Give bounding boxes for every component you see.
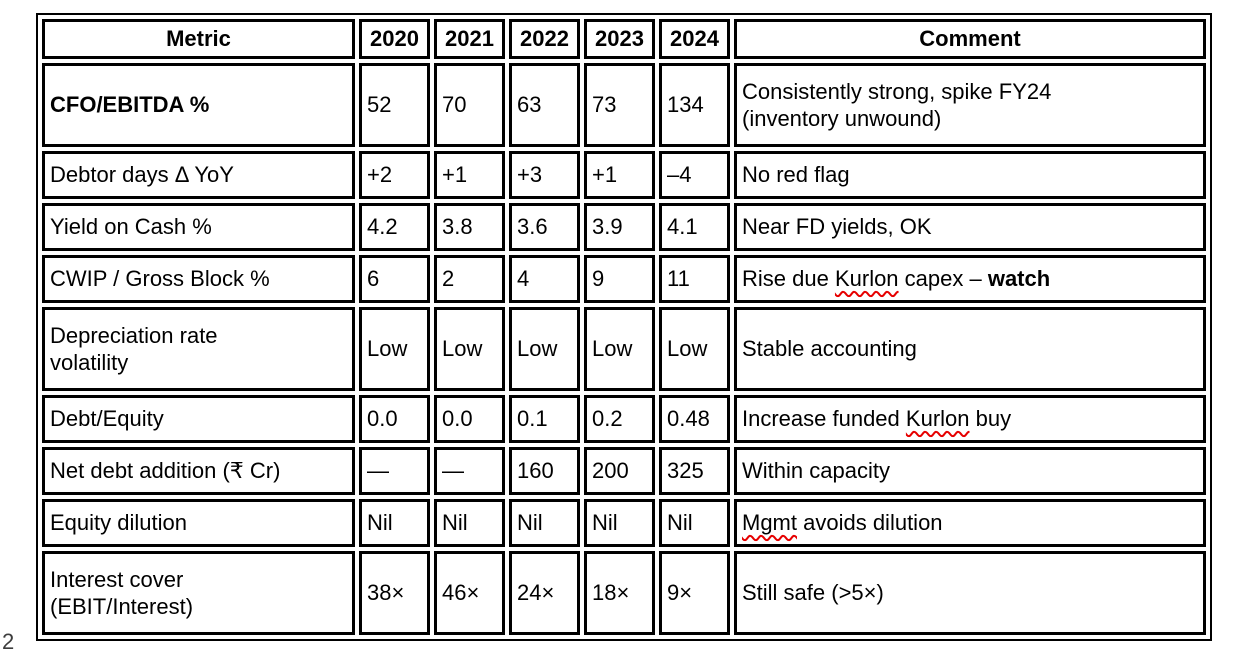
- comment-cell: Consistently strong, spike FY24 (invento…: [734, 63, 1206, 147]
- header-row: Metric 2020 2021 2022 2023 2024 Comment: [42, 19, 1206, 59]
- value-cell: 52: [359, 63, 430, 147]
- value-cell: 70: [434, 63, 505, 147]
- value-cell: +1: [434, 151, 505, 199]
- value-cell: —: [359, 447, 430, 495]
- comment-text-segment: Kurlon: [834, 266, 899, 292]
- value-cell: Nil: [509, 499, 580, 547]
- value-cell: 63: [509, 63, 580, 147]
- value-cell: +2: [359, 151, 430, 199]
- comment-text-segment: watch: [987, 266, 1051, 292]
- table-row: Debtor days Δ YoY +2 +1 +3 +1 –4 No red …: [42, 151, 1206, 199]
- column-header-2024: 2024: [659, 19, 730, 59]
- value-cell: 46×: [434, 551, 505, 635]
- value-cell: 3.8: [434, 203, 505, 251]
- value-cell: 160: [509, 447, 580, 495]
- comment-text-segment: Near FD yields, OK: [742, 214, 932, 240]
- value-cell: Low: [434, 307, 505, 391]
- value-cell: +3: [509, 151, 580, 199]
- value-cell: Low: [584, 307, 655, 391]
- comment-cell: Still safe (>5×): [734, 551, 1206, 635]
- comment-text-segment: No red flag: [742, 162, 850, 188]
- metric-cell: Debt/Equity: [42, 395, 355, 443]
- column-header-comment: Comment: [734, 19, 1206, 59]
- comment-cell: Mgmt avoids dilution: [734, 499, 1206, 547]
- value-cell: 200: [584, 447, 655, 495]
- comment-text-segment: Consistently strong, spike FY24 (invento…: [742, 78, 1052, 132]
- value-cell: 4.1: [659, 203, 730, 251]
- value-cell: 134: [659, 63, 730, 147]
- comment-cell: Near FD yields, OK: [734, 203, 1206, 251]
- comment-cell: Stable accounting: [734, 307, 1206, 391]
- value-cell: 24×: [509, 551, 580, 635]
- value-cell: 3.6: [509, 203, 580, 251]
- value-cell: 73: [584, 63, 655, 147]
- comment-text-segment: Still safe (>5×): [742, 580, 884, 606]
- value-cell: Nil: [434, 499, 505, 547]
- comment-cell: Increase funded Kurlon buy: [734, 395, 1206, 443]
- metrics-table: Metric 2020 2021 2022 2023 2024 Comment …: [36, 13, 1212, 641]
- value-cell: 0.2: [584, 395, 655, 443]
- value-cell: Nil: [584, 499, 655, 547]
- metric-cell: Depreciation rate volatility: [42, 307, 355, 391]
- metric-cell: Debtor days Δ YoY: [42, 151, 355, 199]
- table-row: Equity dilution Nil Nil Nil Nil Nil Mgmt…: [42, 499, 1206, 547]
- comment-text-segment: Stable accounting: [742, 336, 917, 362]
- metric-cell: Interest cover (EBIT/Interest): [42, 551, 355, 635]
- comment-text-segment: Rise due: [742, 266, 835, 292]
- value-cell: 9: [584, 255, 655, 303]
- value-cell: Low: [509, 307, 580, 391]
- value-cell: 4: [509, 255, 580, 303]
- column-header-2021: 2021: [434, 19, 505, 59]
- table-row: CWIP / Gross Block % 6 2 4 9 11 Rise due…: [42, 255, 1206, 303]
- value-cell: 11: [659, 255, 730, 303]
- metric-cell: Net debt addition (₹ Cr): [42, 447, 355, 495]
- value-cell: 2: [434, 255, 505, 303]
- value-cell: 325: [659, 447, 730, 495]
- value-cell: 0.0: [434, 395, 505, 443]
- value-cell: Nil: [659, 499, 730, 547]
- value-cell: 0.48: [659, 395, 730, 443]
- metric-cell: Equity dilution: [42, 499, 355, 547]
- comment-cell: Within capacity: [734, 447, 1206, 495]
- metric-cell: CFO/EBITDA %: [42, 63, 355, 147]
- comment-text-segment: avoids dilution: [797, 510, 943, 536]
- table-row: Debt/Equity 0.0 0.0 0.1 0.2 0.48 Increas…: [42, 395, 1206, 443]
- value-cell: –4: [659, 151, 730, 199]
- metric-cell: CWIP / Gross Block %: [42, 255, 355, 303]
- document-table-container: Metric 2020 2021 2022 2023 2024 Comment …: [36, 13, 1212, 641]
- value-cell: 6: [359, 255, 430, 303]
- comment-text-segment: Within capacity: [742, 458, 890, 484]
- clipped-text-fragment: 2: [2, 629, 15, 654]
- value-cell: 38×: [359, 551, 430, 635]
- column-header-2022: 2022: [509, 19, 580, 59]
- comment-text-segment: Increase funded: [742, 406, 906, 432]
- value-cell: Low: [359, 307, 430, 391]
- value-cell: 4.2: [359, 203, 430, 251]
- comment-text-segment: Mgmt: [742, 510, 797, 536]
- value-cell: 0.1: [509, 395, 580, 443]
- table-row: Yield on Cash % 4.2 3.8 3.6 3.9 4.1 Near…: [42, 203, 1206, 251]
- comment-text-segment: capex –: [898, 266, 988, 292]
- value-cell: 9×: [659, 551, 730, 635]
- table-row: Depreciation rate volatility Low Low Low…: [42, 307, 1206, 391]
- comment-text-segment: Kurlon: [905, 406, 970, 432]
- comment-text-segment: buy: [969, 406, 1012, 432]
- comment-cell: Rise due Kurlon capex – watch: [734, 255, 1206, 303]
- metric-cell: Yield on Cash %: [42, 203, 355, 251]
- value-cell: +1: [584, 151, 655, 199]
- table-row: CFO/EBITDA % 52 70 63 73 134 Consistentl…: [42, 63, 1206, 147]
- value-cell: 3.9: [584, 203, 655, 251]
- value-cell: Low: [659, 307, 730, 391]
- value-cell: 18×: [584, 551, 655, 635]
- value-cell: —: [434, 447, 505, 495]
- table-row: Net debt addition (₹ Cr) — — 160 200 325…: [42, 447, 1206, 495]
- column-header-2020: 2020: [359, 19, 430, 59]
- table-row: Interest cover (EBIT/Interest) 38× 46× 2…: [42, 551, 1206, 635]
- column-header-2023: 2023: [584, 19, 655, 59]
- column-header-metric: Metric: [42, 19, 355, 59]
- value-cell: Nil: [359, 499, 430, 547]
- value-cell: 0.0: [359, 395, 430, 443]
- comment-cell: No red flag: [734, 151, 1206, 199]
